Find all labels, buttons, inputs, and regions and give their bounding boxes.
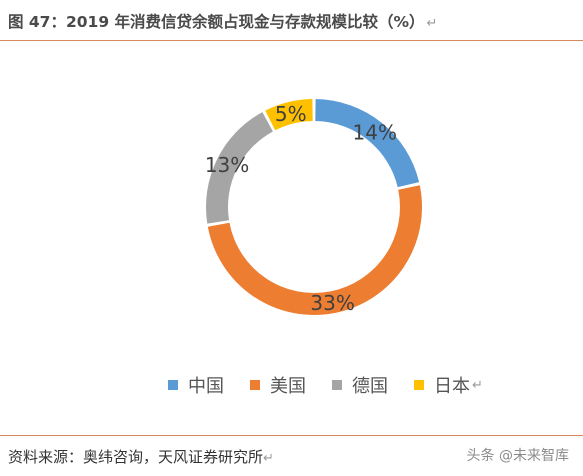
legend-swatch bbox=[250, 380, 260, 390]
legend-item-中国: 中国 bbox=[168, 372, 224, 398]
watermark: 头条 @未来智库 bbox=[466, 448, 569, 464]
chart-title: 图 47：2019 年消费信贷余额占现金与存款规模比较（%） ↵ bbox=[8, 13, 438, 31]
legend-swatch bbox=[168, 380, 178, 390]
source-note: 资料来源：奥纬咨询，天风证券研究所↵ bbox=[8, 448, 274, 466]
legend-item-美国: 美国 bbox=[250, 372, 306, 398]
footer-divider bbox=[0, 435, 583, 436]
legend-swatch bbox=[332, 380, 342, 390]
legend-label: 美国 bbox=[270, 376, 306, 397]
slice-德国 bbox=[206, 112, 273, 224]
title-divider bbox=[0, 40, 583, 41]
data-label-美国: 33% bbox=[310, 291, 354, 315]
legend-swatch bbox=[414, 380, 424, 390]
data-label-日本: 5% bbox=[275, 102, 307, 126]
data-label-中国: 14% bbox=[353, 120, 397, 144]
slice-美国 bbox=[207, 185, 423, 316]
chart-legend: 中国 美国 德国 日本 ↵ bbox=[168, 372, 509, 398]
legend-label: 日本 bbox=[434, 376, 470, 397]
legend-label: 中国 bbox=[188, 376, 224, 397]
slice-中国 bbox=[315, 99, 420, 188]
slice-日本 bbox=[265, 99, 313, 131]
data-label-德国: 13% bbox=[205, 153, 249, 177]
legend-label: 德国 bbox=[352, 376, 388, 397]
legend-item-德国: 德国 bbox=[332, 372, 388, 398]
legend-item-日本: 日本 ↵ bbox=[414, 372, 483, 398]
